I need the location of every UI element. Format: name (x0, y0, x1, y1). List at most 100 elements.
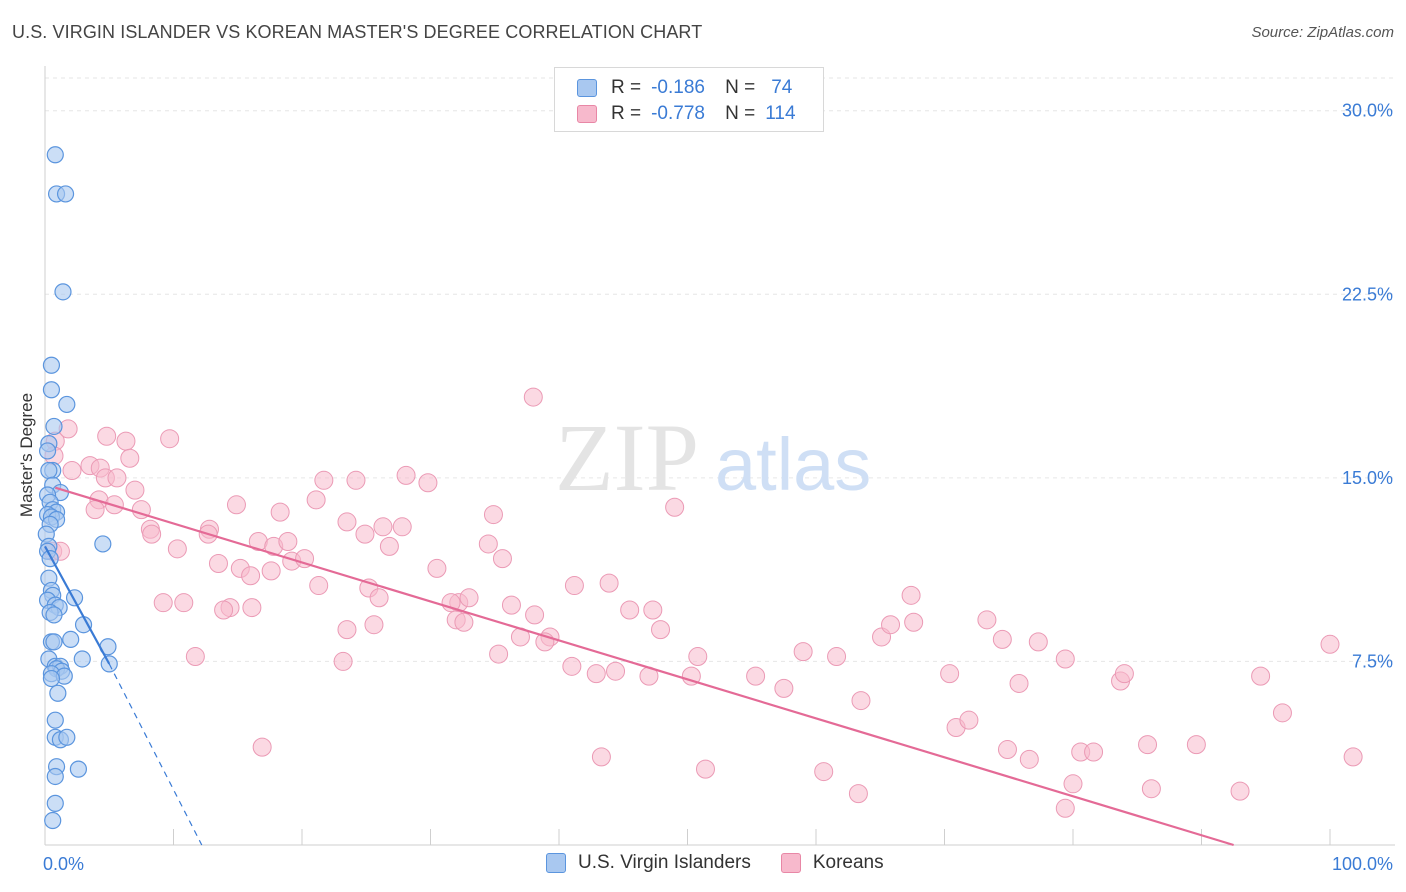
korean-point (489, 644, 509, 664)
korean-point (116, 431, 136, 451)
korean-point (295, 549, 315, 569)
chart-title: U.S. VIRGIN ISLANDER VS KOREAN MASTER'S … (12, 22, 703, 42)
legend-n-value: 114 (765, 103, 796, 124)
virgin-islander-point (54, 283, 72, 301)
y-axis-label: Master's Degree (17, 393, 36, 517)
korean-point (1186, 735, 1206, 755)
korean-point (1141, 779, 1161, 799)
korean-point (1320, 634, 1340, 654)
korean-point (314, 470, 334, 490)
korean-point (153, 593, 173, 613)
korean-point (940, 664, 960, 684)
korean-point (459, 588, 479, 608)
korean-point (1019, 749, 1039, 769)
virgin-islander-point (45, 417, 63, 436)
korean-point (1230, 781, 1250, 801)
virgin-islander-trend-line (44, 545, 111, 665)
korean-point (379, 536, 399, 556)
korean-point (688, 647, 708, 667)
chart-source: Source: ZipAtlas.com (1251, 24, 1394, 41)
korean-point (992, 629, 1012, 649)
korean-point (814, 762, 834, 782)
korean-point (492, 549, 512, 569)
virgin-islander-point (69, 760, 88, 778)
virgin-islander-point (46, 711, 64, 729)
korean-point (525, 605, 545, 625)
legend: R = -0.186 N = 74 R = -0.778 N = 114 (554, 67, 824, 132)
korean-point (643, 600, 663, 620)
korean-point (306, 490, 326, 510)
korean-point (427, 558, 447, 578)
korean-point (793, 642, 813, 662)
legend-n-label: N = (725, 103, 756, 124)
virgin-islander-point (45, 606, 63, 624)
korean-point (681, 666, 701, 686)
korean-point (107, 468, 127, 488)
legend-swatch-pink (577, 105, 597, 123)
korean-point (901, 585, 921, 605)
legend-row-virgin-islanders: R = -0.186 N = 74 (577, 76, 792, 100)
virgin-islander-point (58, 395, 76, 414)
korean-point (174, 593, 194, 613)
korean-point (478, 534, 498, 554)
korean-point (606, 661, 626, 681)
virgin-islander-trend-extension (108, 663, 203, 846)
virgin-islander-point (46, 146, 64, 164)
bottom-legend-virgin-islanders: U.S. Virgin Islanders (546, 852, 751, 874)
y-tick-label: 15.0% (1342, 468, 1393, 488)
korean-point (85, 500, 105, 520)
virgin-islander-point (94, 535, 112, 553)
virgin-islander-point (42, 669, 61, 688)
virgin-islander-point (58, 728, 76, 746)
korean-point (1114, 664, 1134, 684)
korean-point (695, 759, 715, 779)
korean-point (501, 595, 521, 615)
korean-point (346, 470, 366, 490)
korean-point (392, 517, 412, 537)
korean-point (120, 448, 140, 468)
korean-point (309, 576, 329, 596)
virgin-islander-point (38, 442, 57, 460)
korean-point (774, 678, 794, 698)
korean-point (1084, 742, 1104, 762)
korean-trend-line (54, 486, 1234, 847)
korean-point (1055, 649, 1075, 669)
korean-point (1009, 673, 1029, 693)
korean-point (848, 784, 868, 804)
legend-n-value: 74 (771, 77, 793, 98)
korean-point (564, 576, 584, 596)
korean-point (591, 747, 611, 767)
virgin-islander-point (49, 684, 67, 702)
korean-point (337, 620, 357, 640)
korean-point (851, 691, 871, 711)
korean-point (226, 495, 246, 515)
korean-point (214, 600, 234, 620)
korean-point (1343, 747, 1363, 767)
korean-point (586, 664, 606, 684)
korean-point (337, 512, 357, 532)
korean-point (355, 524, 375, 544)
y-tick-label: 30.0% (1342, 101, 1393, 121)
legend-r-label: R = (611, 77, 642, 98)
trend-lines (44, 486, 1234, 847)
bottom-legend-label: Koreans (812, 852, 884, 873)
legend-row-koreans: R = -0.778 N = 114 (577, 102, 796, 126)
virgin-islander-point (45, 633, 63, 651)
virgin-islander-point (40, 461, 58, 480)
watermark: ZIP atlas (555, 404, 871, 511)
korean-point (904, 612, 924, 632)
korean-point (208, 554, 228, 574)
korean-point (62, 461, 82, 481)
bottom-legend-swatch-pink (780, 853, 801, 873)
korean-point (1251, 666, 1271, 686)
korean-point (369, 588, 389, 608)
virgin-islander-point (46, 794, 64, 812)
korean-point (252, 737, 272, 757)
virgin-islander-point (46, 767, 64, 786)
korean-point (620, 600, 640, 620)
korean-point (1055, 798, 1075, 818)
korean-point (827, 647, 847, 667)
korean-point (396, 465, 416, 485)
bottom-legend-swatch-blue (546, 853, 566, 873)
